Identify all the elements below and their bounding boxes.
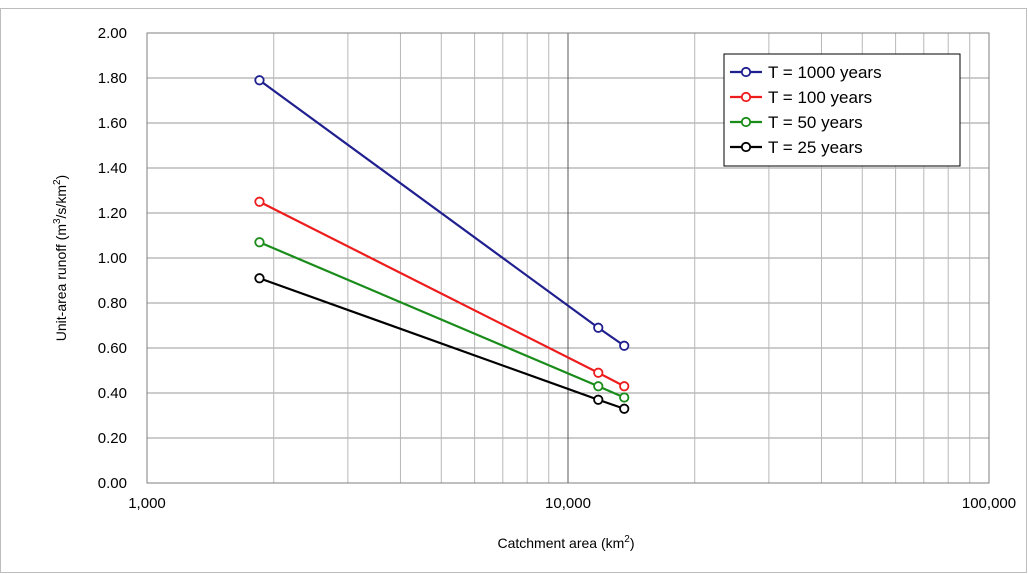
series-layer [254, 75, 630, 414]
y-tick-label: 1.80 [98, 70, 127, 87]
x-tick-labels: 1,000 10,000 100,000 [128, 495, 1016, 512]
data-point [619, 381, 630, 392]
data-point [254, 273, 265, 284]
y-tick-label: 1.20 [98, 205, 127, 222]
y-tick-label: 0.20 [98, 430, 127, 447]
legend-swatch-marker [740, 116, 752, 128]
x-tick-label: 100,000 [962, 495, 1016, 512]
data-point [619, 403, 630, 414]
legend-entry-label: T = 1000 years [768, 63, 882, 82]
y-tick-label: 1.40 [98, 160, 127, 177]
legend-entry-label: T = 50 years [768, 113, 863, 132]
y-axis-label: Unit-area runoff (m3/s/km2) [52, 175, 69, 341]
data-point [593, 394, 604, 405]
data-point [254, 237, 265, 248]
x-axis-label: Catchment area (km2) [497, 534, 634, 551]
y-tick-labels: 0.00 0.20 0.40 0.60 0.80 1.00 1.20 1.40 1.60 1.80… [98, 25, 127, 492]
y-tick-label: 1.00 [98, 250, 127, 267]
y-tick-label: 2.00 [98, 25, 127, 42]
legend-swatch-marker [740, 66, 752, 78]
legend: T = 1000 years T = 100 years T = 50 years T… [723, 53, 961, 167]
legend-swatch-marker [740, 91, 752, 103]
legend-box [723, 53, 961, 167]
data-point [619, 392, 630, 403]
data-point [254, 75, 265, 86]
plot-frame [146, 32, 990, 484]
y-tick-label: 1.60 [98, 115, 127, 132]
y-tick-label: 0.60 [98, 340, 127, 357]
data-point [593, 367, 604, 378]
y-tick-label: 0.80 [98, 295, 127, 312]
legend-entry-label: T = 25 years [768, 138, 863, 157]
x-tick-label: 1,000 [128, 495, 166, 512]
data-point [593, 381, 604, 392]
data-point [593, 322, 604, 333]
legend-swatch-marker [740, 141, 752, 153]
legend-entry-label: T = 100 years [768, 88, 872, 107]
y-tick-label: 0.40 [98, 385, 127, 402]
data-point [254, 196, 265, 207]
y-tick-label: 0.00 [98, 475, 127, 492]
data-point [619, 340, 630, 351]
x-tick-label: 10,000 [545, 495, 591, 512]
